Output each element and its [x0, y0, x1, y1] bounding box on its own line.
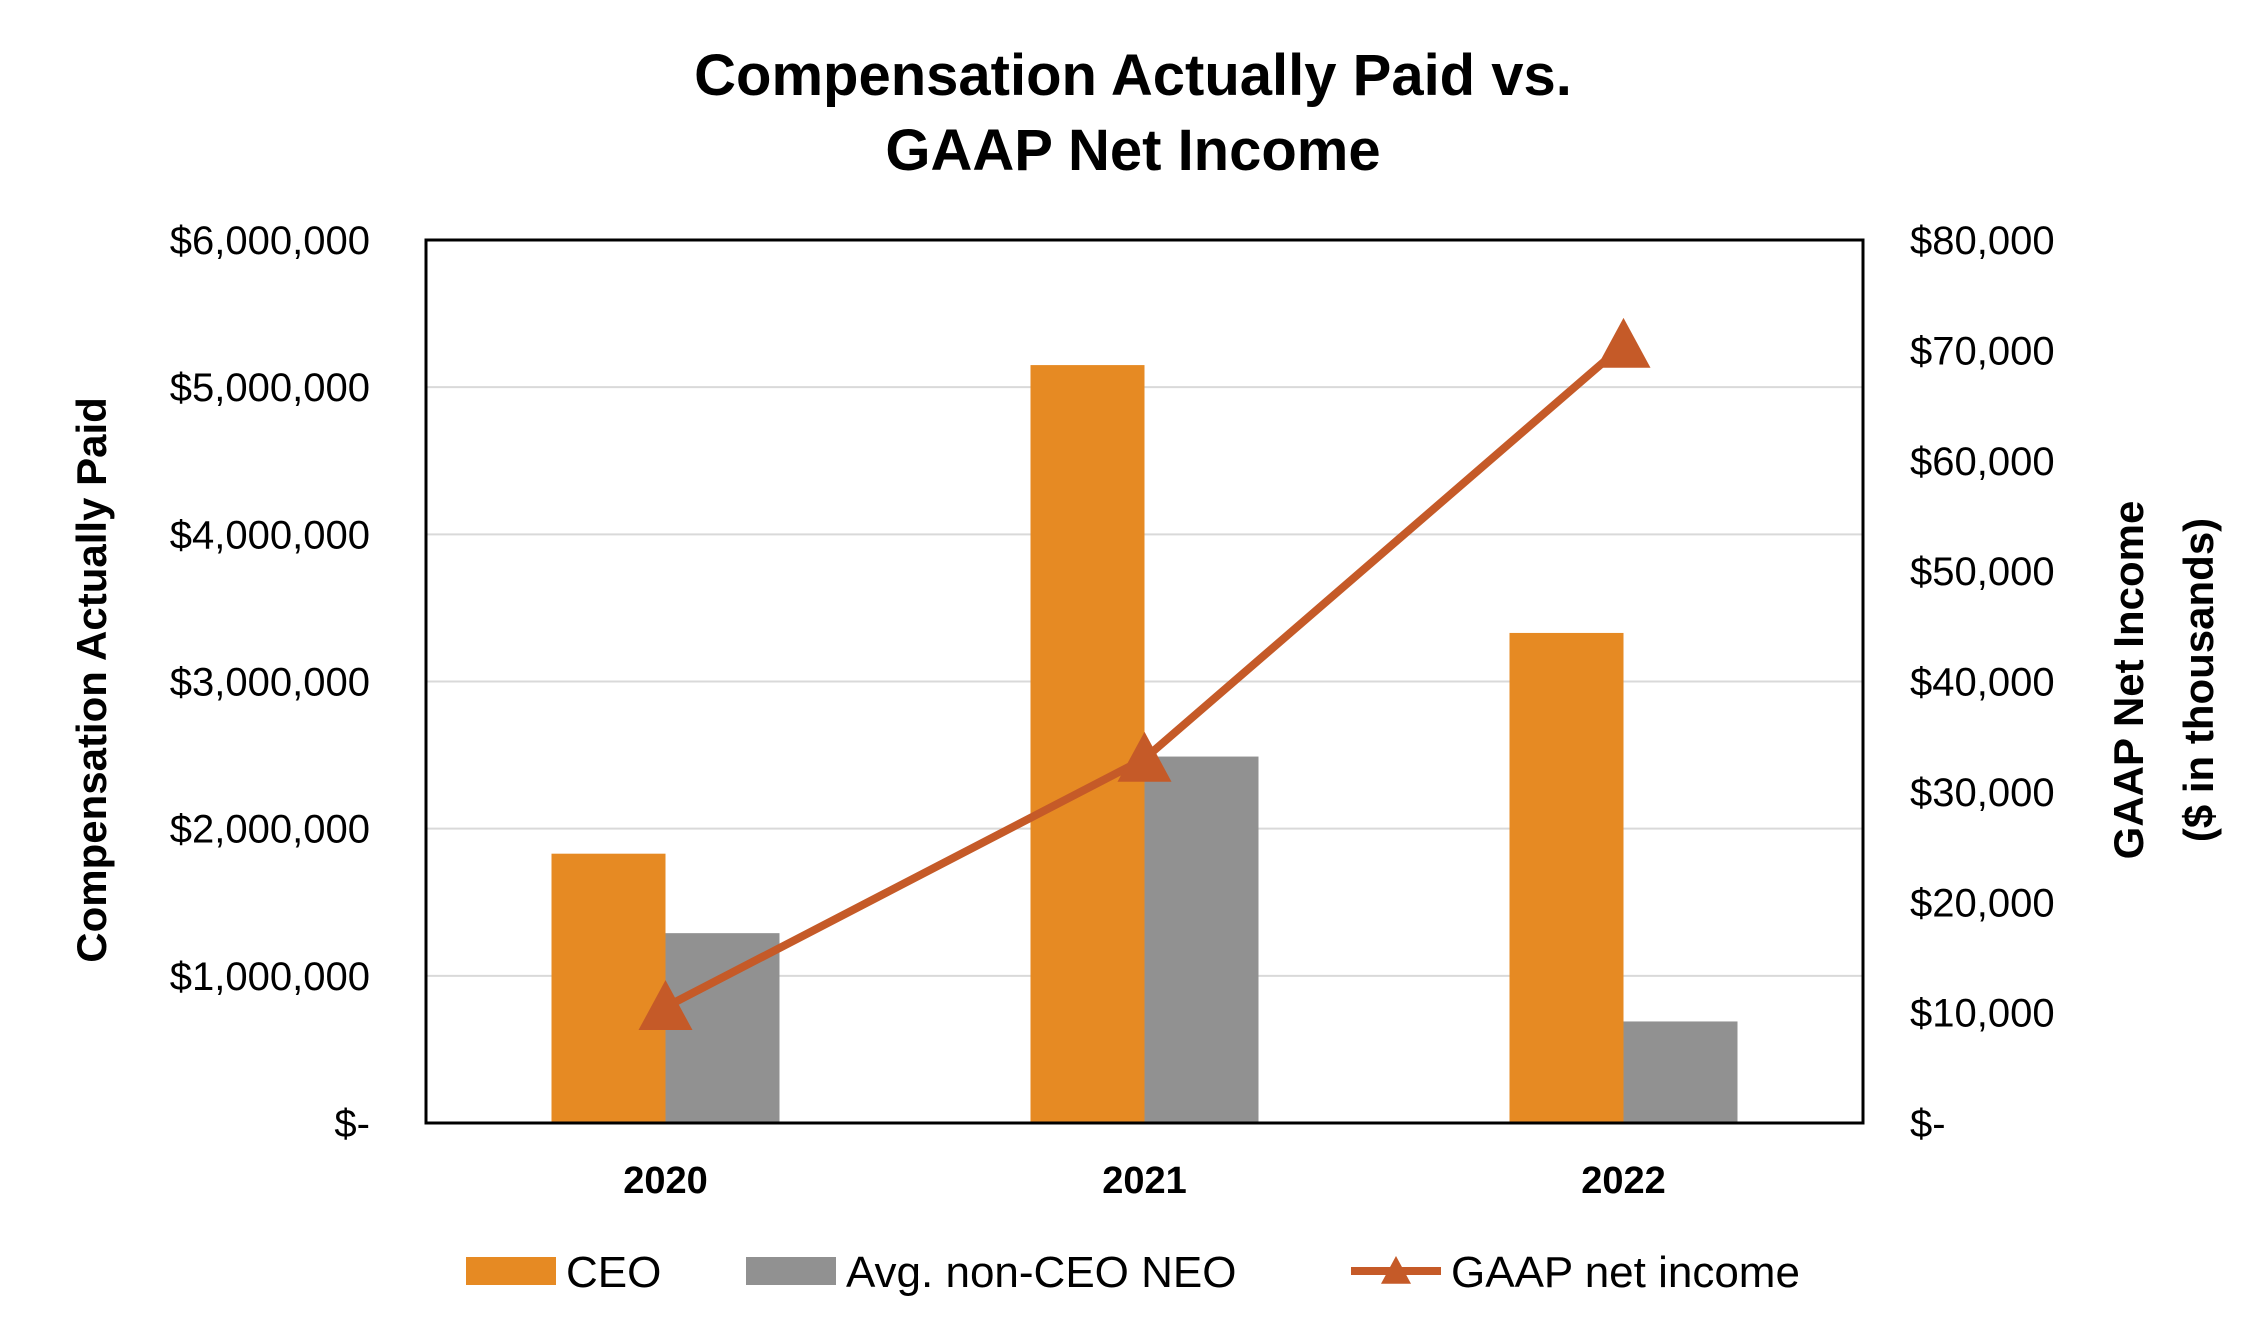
net-income-line [638, 317, 1651, 1031]
bar-ceo-2021 [1030, 365, 1145, 1123]
right-tick-label-1: $10,000 [1910, 992, 2055, 1036]
right-tick-label-0: $- [1910, 1102, 1946, 1146]
legend: CEO Avg. non-CEO NEO GAAP net income [466, 1248, 1800, 1297]
legend-marker-gaap-net-income [1381, 1256, 1411, 1284]
right-tick-label-8: $80,000 [1910, 219, 2055, 263]
left-tick-label-0: $- [334, 1102, 370, 1146]
left-tick-label-6: $6,000,000 [170, 219, 370, 263]
right-axis-title-line-1: GAAP Net Income [2105, 501, 2152, 860]
right-tick-label-4: $40,000 [1910, 661, 2055, 705]
right-tick-label-2: $20,000 [1910, 881, 2055, 925]
category-label-2021: 2021 [1102, 1160, 1187, 1202]
left-tick-label-2: $2,000,000 [170, 808, 370, 852]
left-tick-label-4: $4,000,000 [170, 513, 370, 557]
bar-avg-non-ceo-neo-2022 [1623, 1021, 1738, 1123]
right-axis-title-line-2: ($ in thousands) [2175, 518, 2222, 842]
left-axis-title: Compensation Actually Paid [68, 397, 115, 963]
bars [551, 365, 1738, 1123]
right-tick-label-5: $50,000 [1910, 550, 2055, 594]
legend-swatch-avg-non-ceo-neo [746, 1257, 836, 1285]
net-income-marker-2022 [1596, 317, 1651, 368]
chart-title-line-2: GAAP Net Income [885, 118, 1380, 183]
chart-title-line-1: Compensation Actually Paid vs. [694, 43, 1572, 108]
bar-avg-non-ceo-neo-2021 [1144, 756, 1259, 1123]
right-tick-label-7: $70,000 [1910, 329, 2055, 373]
right-tick-label-3: $30,000 [1910, 771, 2055, 815]
net-income-marker-2020 [638, 980, 693, 1031]
category-label-2020: 2020 [623, 1160, 708, 1202]
plot-area-border [424, 238, 1865, 1125]
bar-ceo-2020 [551, 853, 666, 1123]
net-income-marker-2021 [1117, 731, 1172, 782]
left-tick-label-5: $5,000,000 [170, 366, 370, 410]
legend-label-gaap-net-income: GAAP net income [1451, 1248, 1800, 1297]
category-axis: 2020 2021 2022 [623, 1160, 1666, 1202]
right-tick-label-6: $60,000 [1910, 440, 2055, 484]
legend-swatch-ceo [466, 1257, 556, 1285]
left-tick-label-3: $3,000,000 [170, 661, 370, 705]
left-tick-label-1: $1,000,000 [170, 955, 370, 999]
left-axis-ticks: $- $1,000,000 $2,000,000 $3,000,000 $4,000,0… [170, 219, 370, 1146]
legend-label-avg-non-ceo-neo: Avg. non-CEO NEO [846, 1248, 1236, 1297]
category-label-2022: 2022 [1581, 1160, 1666, 1202]
legend-label-ceo: CEO [566, 1248, 661, 1297]
right-axis-ticks: $- $10,000 $20,000 $30,000 $40,000 $50,000 $60… [1910, 219, 2055, 1146]
bar-ceo-2022 [1509, 632, 1624, 1123]
